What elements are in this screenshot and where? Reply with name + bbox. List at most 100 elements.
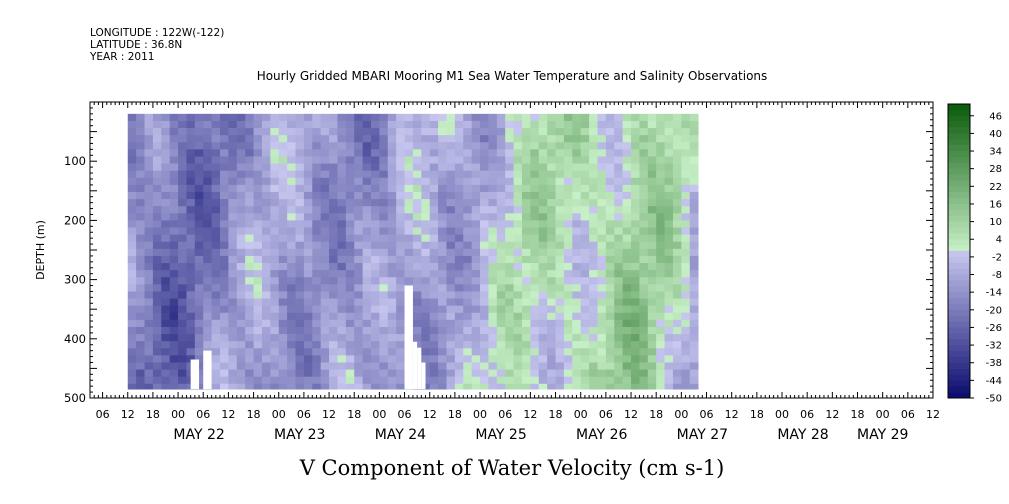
- heatmap-cell: [379, 312, 389, 321]
- heatmap-cell: [211, 177, 221, 186]
- heatmap-cell: [614, 120, 624, 129]
- heatmap-cell: [312, 362, 322, 370]
- heatmap-cell: [152, 120, 162, 129]
- heatmap-cell: [463, 128, 473, 136]
- heatmap-cell: [178, 170, 187, 179]
- heatmap-cell: [664, 341, 674, 349]
- heatmap-cell: [186, 206, 196, 214]
- heatmap-cell: [589, 355, 598, 363]
- heatmap-cell: [379, 120, 389, 129]
- heatmap-cell: [312, 120, 322, 129]
- heatmap-cell: [396, 206, 405, 214]
- heatmap-cell: [295, 298, 305, 307]
- heatmap-cell: [689, 170, 699, 179]
- heatmap-cell: [295, 184, 305, 193]
- heatmap-cell: [463, 220, 473, 228]
- heatmap-cell: [463, 376, 473, 385]
- heatmap-cell: [312, 305, 322, 314]
- heatmap-cell: [572, 263, 582, 271]
- heatmap-cell: [639, 319, 649, 328]
- heatmap-cell: [136, 149, 145, 157]
- heatmap-cell: [488, 170, 498, 179]
- heatmap-cell: [622, 355, 632, 363]
- heatmap-cell: [463, 142, 473, 150]
- heatmap-cell: [412, 163, 422, 172]
- heatmap-cell: [329, 270, 338, 278]
- heatmap-cell: [329, 355, 338, 363]
- heatmap-cell: [144, 234, 154, 243]
- heatmap-cell: [681, 142, 691, 150]
- heatmap-cell: [152, 369, 162, 378]
- heatmap-cell: [672, 241, 682, 250]
- heatmap-cell: [186, 142, 196, 150]
- heatmap-cell: [371, 128, 380, 136]
- heatmap-cell: [521, 355, 531, 363]
- heatmap-cell: [421, 184, 431, 193]
- heatmap-cell: [421, 263, 431, 271]
- heatmap-cell: [253, 305, 263, 314]
- heatmap-cell: [580, 163, 590, 172]
- heatmap-cell: [496, 120, 506, 129]
- heatmap-cell: [220, 199, 229, 207]
- colorbar-segment: [948, 362, 970, 369]
- heatmap-cell: [572, 369, 582, 378]
- heatmap-cell: [337, 156, 347, 164]
- heatmap-cell: [329, 113, 338, 122]
- heatmap-cell: [144, 277, 154, 285]
- heatmap-cell: [362, 142, 372, 150]
- heatmap-cell: [337, 206, 347, 214]
- heatmap-cell: [228, 305, 238, 314]
- heatmap-cell: [404, 241, 414, 250]
- heatmap-cell: [371, 213, 380, 221]
- heatmap-cell: [480, 199, 489, 207]
- heatmap-cell: [672, 227, 682, 235]
- heatmap-cell: [127, 220, 137, 228]
- heatmap-cell: [664, 291, 674, 299]
- heatmap-cell: [689, 113, 699, 122]
- heatmap-cell: [438, 113, 447, 122]
- heatmap-cell: [194, 199, 204, 207]
- heatmap-cell: [253, 277, 263, 285]
- heatmap-cell: [303, 298, 313, 307]
- heatmap-cell: [371, 227, 380, 235]
- heatmap-cell: [396, 191, 405, 200]
- heatmap-cell: [488, 362, 498, 370]
- heatmap-cell: [303, 334, 313, 342]
- heatmap-cell: [211, 206, 221, 214]
- heatmap-cell: [496, 255, 506, 264]
- heatmap-cell: [580, 284, 590, 292]
- heatmap-cell: [614, 369, 624, 378]
- missing-data-regions: [190, 285, 724, 390]
- heatmap-cell: [211, 362, 221, 370]
- heatmap-cell: [303, 284, 313, 292]
- heatmap-cell: [169, 184, 179, 193]
- heatmap-cell: [597, 120, 607, 129]
- heatmap-cell: [203, 128, 213, 136]
- heatmap-cell: [127, 270, 137, 278]
- heatmap-cell: [513, 191, 523, 200]
- heatmap-cell: [186, 177, 196, 186]
- heatmap-cell: [203, 120, 213, 129]
- heatmap-cell: [404, 220, 414, 228]
- heatmap-cell: [505, 263, 514, 271]
- heatmap-cell: [345, 120, 355, 129]
- heatmap-cell: [329, 248, 338, 257]
- heatmap-cell: [597, 191, 607, 200]
- heatmap-cell: [211, 369, 221, 378]
- heatmap-cell: [639, 170, 649, 179]
- heatmap-cell: [438, 177, 447, 186]
- heatmap-cell: [664, 120, 674, 129]
- heatmap-cell: [278, 113, 288, 122]
- heatmap-cell: [656, 113, 665, 122]
- heatmap-cell: [555, 213, 565, 221]
- heatmap-cell: [169, 199, 179, 207]
- heatmap-cell: [136, 270, 145, 278]
- heatmap-cell: [589, 170, 598, 179]
- heatmap-cell: [421, 241, 431, 250]
- heatmap-cell: [387, 305, 397, 314]
- heatmap-cell: [488, 135, 498, 143]
- heatmap-cell: [572, 213, 582, 221]
- heatmap-cell: [530, 255, 540, 264]
- heatmap-cell: [270, 319, 280, 328]
- heatmap-cell: [136, 312, 145, 321]
